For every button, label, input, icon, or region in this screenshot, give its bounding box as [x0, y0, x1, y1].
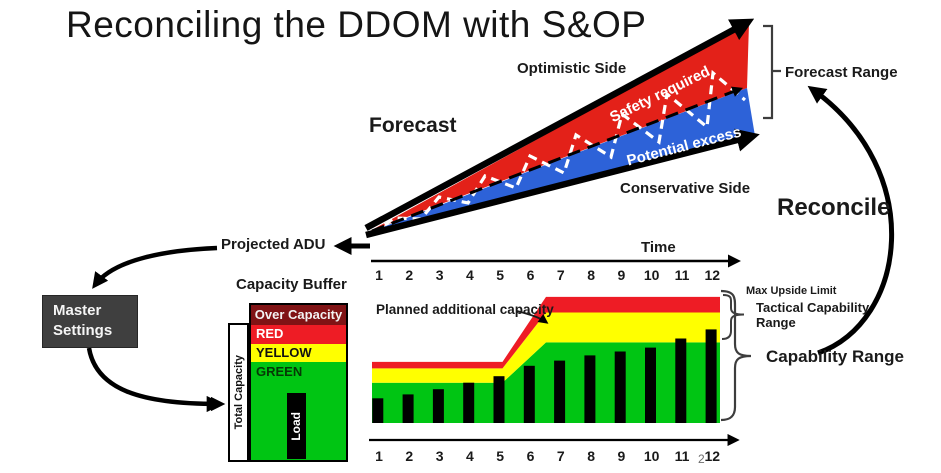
overlapping-page-number: 2	[698, 452, 705, 466]
load-marker-bar: Load	[287, 393, 306, 459]
capability-range-brace	[720, 289, 752, 422]
master-settings-label: Master Settings	[53, 302, 113, 340]
conservative-side-label: Conservative Side	[620, 180, 751, 197]
forecast-range-label: Forecast Range	[785, 64, 898, 81]
capability-range-label: Capability Range	[766, 347, 904, 366]
tactical-range-brace	[721, 294, 745, 340]
reconcile-label: Reconcile	[777, 194, 891, 221]
cone-bottom-edge-arrow	[365, 128, 760, 239]
reconcile-arrow	[807, 85, 894, 356]
red-band: RED	[251, 325, 346, 344]
load-bars	[372, 329, 717, 423]
max-upside-limit-label: Max Upside Limit	[746, 285, 837, 297]
load-bar-12	[705, 329, 717, 423]
slide-title: Reconciling the DDOM with S&OP	[66, 4, 647, 45]
cone-excess-area	[370, 88, 755, 232]
load-bar-9	[614, 351, 626, 423]
load-bar-11	[675, 338, 687, 423]
total-capacity-column: Total Capacity	[228, 323, 249, 462]
band-yellow	[372, 312, 720, 383]
load-bar-3	[432, 389, 444, 423]
green-band-label: GREEN	[256, 364, 303, 379]
planned-capacity-pointer-arrow	[516, 310, 549, 324]
capacity-buffer-title: Capacity Buffer	[236, 276, 347, 293]
adu-to-master-arrow	[92, 245, 218, 289]
load-bar-4	[463, 382, 475, 423]
total-capacity-label: Total Capacity	[232, 355, 245, 430]
yellow-band: YELLOW	[251, 344, 346, 362]
load-bar-7	[554, 360, 566, 423]
capability-bands	[372, 296, 720, 423]
band-green	[372, 342, 720, 423]
band-red	[372, 296, 720, 369]
forecast-label: Forecast	[369, 114, 457, 137]
load-bar-1	[372, 398, 384, 423]
green-band: GREEN Load	[251, 362, 346, 460]
master-to-capacity-arrow	[86, 347, 223, 413]
cone-mid-dashed-arrow	[371, 86, 744, 233]
over-capacity-band: Over Capacity	[251, 305, 346, 325]
load-label: Load	[289, 411, 303, 441]
master-settings-box: Master Settings	[42, 295, 138, 348]
load-bar-2	[402, 394, 414, 423]
load-bar-10	[645, 347, 656, 423]
time-axis-label: Time	[641, 239, 676, 256]
demand-zigzag-line	[372, 69, 747, 236]
forecast-range-bracket	[763, 24, 781, 120]
optimistic-side-label: Optimistic Side	[517, 60, 627, 77]
planned-additional-capacity-label: Planned additional capacity	[376, 302, 554, 317]
load-bar-5	[493, 376, 505, 423]
capacity-buffer-box: Over Capacity RED YELLOW GREEN Load	[249, 303, 348, 462]
tactical-capability-range-label: Tactical Capability Range	[756, 300, 870, 331]
cone-top-edge-arrow	[364, 18, 755, 231]
projected-adu-label: Projected ADU	[221, 236, 326, 253]
load-bar-8	[584, 355, 596, 423]
load-bar-6	[523, 365, 535, 423]
